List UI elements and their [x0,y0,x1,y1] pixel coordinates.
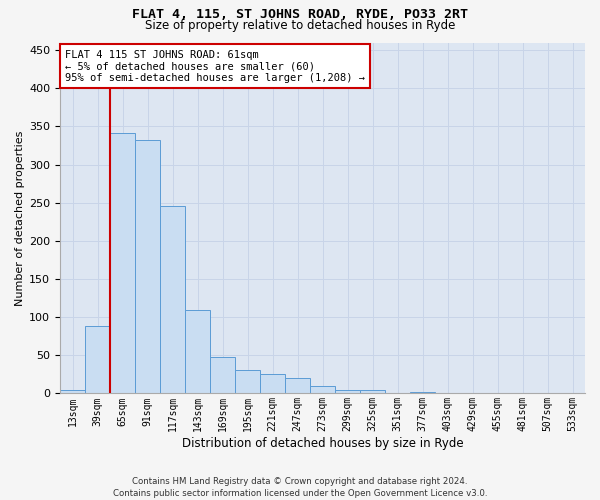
Bar [60,390,85,394]
Bar [135,140,160,394]
Bar [285,378,310,394]
Bar [260,374,285,394]
Text: Size of property relative to detached houses in Ryde: Size of property relative to detached ho… [145,18,455,32]
Bar [435,392,460,394]
Text: FLAT 4 115 ST JOHNS ROAD: 61sqm
← 5% of detached houses are smaller (60)
95% of : FLAT 4 115 ST JOHNS ROAD: 61sqm ← 5% of … [65,50,365,82]
X-axis label: Distribution of detached houses by size in Ryde: Distribution of detached houses by size … [182,437,463,450]
Bar [160,206,185,394]
Bar [335,390,360,394]
Bar [110,134,135,394]
Bar [385,392,410,394]
Bar [310,386,335,394]
Bar [360,390,385,394]
Text: Contains HM Land Registry data © Crown copyright and database right 2024.
Contai: Contains HM Land Registry data © Crown c… [113,476,487,498]
Bar [410,392,435,394]
Y-axis label: Number of detached properties: Number of detached properties [15,130,25,306]
Bar [85,326,110,394]
Bar [185,310,210,394]
Bar [210,357,235,394]
Text: FLAT 4, 115, ST JOHNS ROAD, RYDE, PO33 2RT: FLAT 4, 115, ST JOHNS ROAD, RYDE, PO33 2… [132,8,468,20]
Bar [235,370,260,394]
